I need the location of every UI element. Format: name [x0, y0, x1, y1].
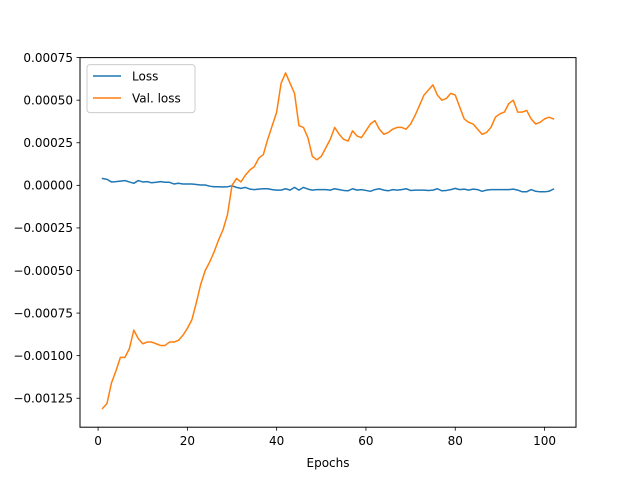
y-axis-ticks: −0.00125 −0.00100 −0.00075 −0.00050 −0.00025…: [13, 51, 80, 406]
series-line-loss: [101, 177, 555, 193]
legend: Loss Val. loss: [86, 64, 196, 114]
x-axis-ticks: 0 20 40 60 80 100: [94, 427, 556, 448]
y-tick-label: 0.00050: [23, 93, 73, 107]
y-tick-label: −0.00025: [13, 221, 73, 235]
series-line-val-loss: [101, 72, 555, 410]
x-axis-label: Epochs: [307, 456, 350, 470]
y-tick-label: −0.00125: [13, 392, 73, 406]
x-tick-label: 80: [448, 434, 463, 448]
y-tick-label: 0.00025: [23, 136, 73, 150]
x-tick-label: 0: [94, 434, 102, 448]
y-tick-label: −0.00050: [13, 264, 73, 278]
x-tick-label: 20: [180, 434, 195, 448]
x-tick-label: 100: [533, 434, 556, 448]
y-tick-label: 0.00000: [23, 179, 73, 193]
x-tick-label: 40: [269, 434, 284, 448]
y-tick-label: −0.00100: [13, 349, 73, 363]
legend-label-loss: Loss: [132, 69, 158, 83]
legend-label-val-loss: Val. loss: [132, 91, 181, 105]
x-tick-label: 60: [358, 434, 373, 448]
y-tick-label: −0.00075: [13, 306, 73, 320]
plot-lines: [101, 72, 555, 410]
y-tick-label: 0.00075: [23, 51, 73, 65]
plot-frame: [79, 57, 577, 428]
